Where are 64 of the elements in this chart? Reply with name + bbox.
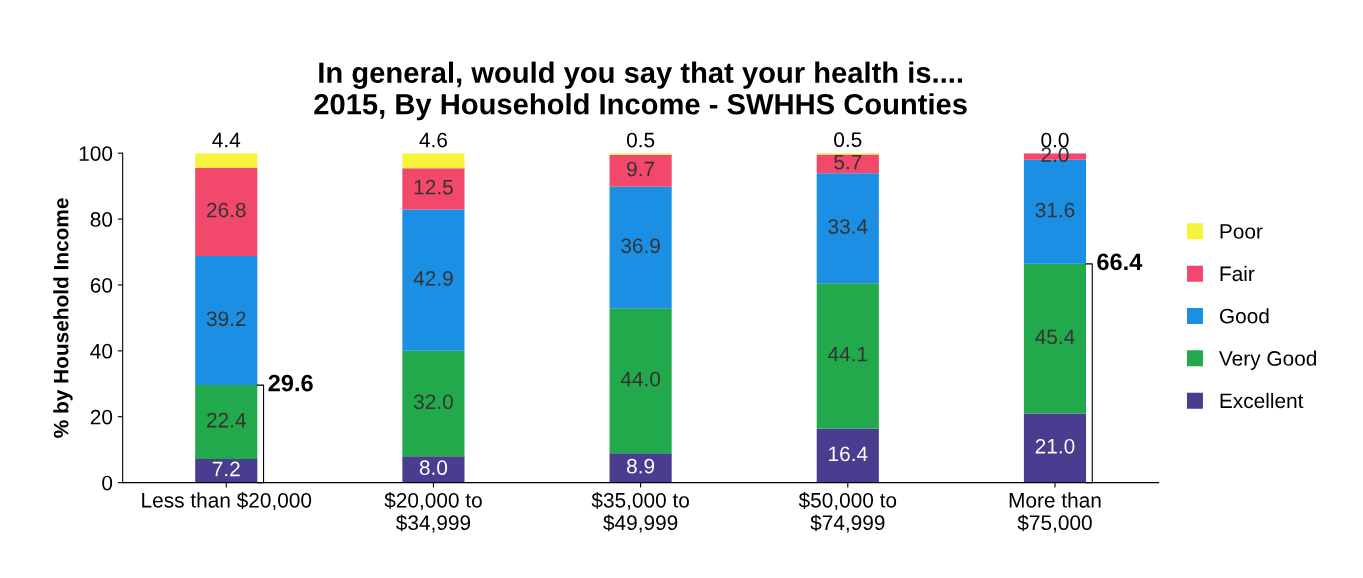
legend-label: Excellent	[1220, 392, 1304, 409]
data-label: 21.0	[1035, 438, 1075, 454]
bar	[195, 385, 258, 459]
x-tick-label: More than $75,000	[1009, 492, 1101, 533]
data-label: 0.5	[626, 132, 655, 148]
bar	[816, 154, 879, 174]
data-label: 31.6	[1035, 202, 1075, 218]
data-label: 36.9	[621, 238, 660, 254]
x-tick-label: $20,000 to $34,999	[384, 492, 482, 533]
bar	[816, 283, 879, 429]
legend-label: Very Good	[1219, 350, 1317, 370]
bar	[816, 173, 879, 284]
data-label: 7.2	[212, 461, 240, 477]
x-tick-label: $50,000 to $74,999	[798, 492, 897, 533]
legend-label: Fair	[1220, 265, 1255, 282]
bar	[195, 167, 258, 256]
data-label: 44.1	[827, 347, 868, 362]
data-label: 45.4	[1035, 329, 1075, 345]
legend-label: Good	[1219, 308, 1269, 324]
chart-title: In general, would you say that your health is.... 2015, By Household Income - SWHHS Counties	[314, 61, 967, 121]
y-tick-label: 20	[90, 409, 113, 425]
bar	[609, 308, 672, 454]
data-label: 33.4	[828, 219, 868, 234]
bar	[402, 168, 465, 210]
data-label: 39.2	[206, 311, 246, 327]
data-label: 16.4	[829, 446, 868, 462]
bar	[609, 453, 672, 483]
x-tick-label: Less than $20,000	[142, 492, 312, 511]
y-tick-label: 80	[90, 212, 113, 227]
bar	[1023, 263, 1087, 414]
legend-label: Poor	[1220, 224, 1263, 239]
y-tick-label: 40	[90, 343, 113, 359]
annotation: 29.6	[268, 374, 313, 392]
bar	[402, 209, 465, 351]
data-label: 4.6	[419, 132, 447, 148]
bar	[402, 456, 465, 483]
bar	[609, 154, 672, 187]
bar	[195, 153, 258, 168]
data-label: 0.0	[1041, 132, 1069, 148]
bar	[402, 153, 465, 169]
data-label: 8.9	[627, 458, 655, 474]
y-axis-title: % by Household Income	[53, 198, 73, 438]
bar	[1023, 413, 1087, 483]
bar	[402, 350, 465, 457]
y-tick-label: 100	[79, 146, 113, 161]
bar	[816, 428, 879, 483]
data-label: 0.5	[834, 132, 862, 148]
data-label: 4.4	[212, 132, 241, 148]
y-tick-label: 0	[102, 475, 113, 491]
data-label: 26.8	[207, 202, 246, 218]
y-tick-label: 60	[90, 277, 113, 293]
bar	[195, 458, 258, 483]
data-label: 5.7	[834, 154, 862, 170]
data-label: 44.0	[620, 371, 661, 387]
data-label: 12.5	[414, 179, 453, 195]
data-label: 22.4	[207, 412, 246, 428]
annotation: 66.4	[1097, 253, 1143, 271]
data-label: 32.0	[413, 394, 453, 410]
data-label: 42.9	[413, 271, 453, 286]
data-label: 9.7	[627, 161, 655, 177]
x-tick-label: $35,000 to $49,999	[591, 492, 689, 533]
bar	[609, 186, 672, 309]
data-label: 8.0	[419, 460, 448, 476]
bar	[195, 255, 258, 386]
